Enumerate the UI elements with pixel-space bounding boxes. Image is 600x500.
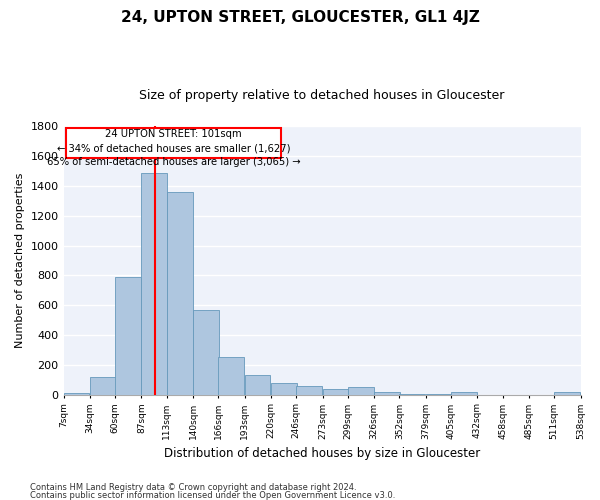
Bar	[323, 388, 349, 394]
Bar	[271, 382, 297, 394]
Bar	[90, 377, 116, 394]
Bar	[167, 192, 193, 394]
Text: Contains public sector information licensed under the Open Government Licence v3: Contains public sector information licen…	[30, 491, 395, 500]
Text: 24, UPTON STREET, GLOUCESTER, GL1 4JZ: 24, UPTON STREET, GLOUCESTER, GL1 4JZ	[121, 10, 479, 25]
Bar	[374, 392, 400, 394]
Bar	[115, 277, 141, 394]
Bar	[245, 376, 271, 394]
Title: Size of property relative to detached houses in Gloucester: Size of property relative to detached ho…	[139, 90, 505, 102]
Bar	[218, 358, 244, 395]
Y-axis label: Number of detached properties: Number of detached properties	[15, 173, 25, 348]
Bar	[296, 386, 322, 394]
Bar	[64, 393, 89, 394]
X-axis label: Distribution of detached houses by size in Gloucester: Distribution of detached houses by size …	[164, 447, 480, 460]
Bar	[193, 310, 219, 394]
Bar	[142, 172, 167, 394]
Bar	[67, 128, 281, 158]
Bar	[554, 392, 580, 394]
Text: 24 UPTON STREET: 101sqm
← 34% of detached houses are smaller (1,627)
65% of semi: 24 UPTON STREET: 101sqm ← 34% of detache…	[47, 130, 301, 168]
Text: Contains HM Land Registry data © Crown copyright and database right 2024.: Contains HM Land Registry data © Crown c…	[30, 484, 356, 492]
Bar	[348, 387, 374, 394]
Bar	[451, 392, 477, 394]
